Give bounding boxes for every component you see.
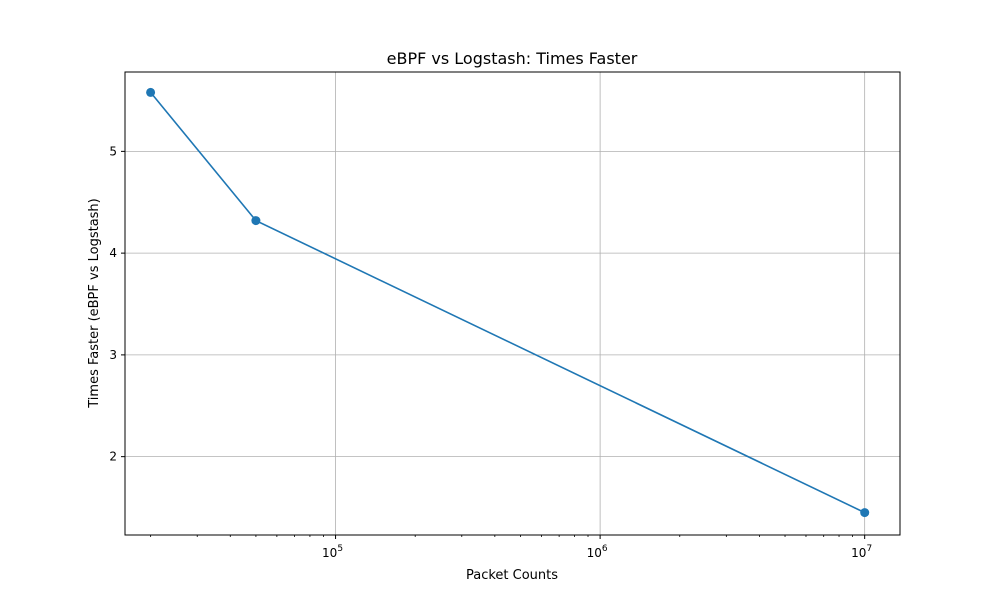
x-tick-label: 105 <box>322 544 343 560</box>
x-axis-label: Packet Counts <box>466 568 558 583</box>
data-point <box>146 87 156 97</box>
y-tick-label: 4 <box>109 246 117 260</box>
x-tick-label: 107 <box>851 544 872 560</box>
chart-title: eBPF vs Logstash: Times Faster <box>387 49 638 68</box>
y-tick-label: 5 <box>109 144 117 158</box>
series-layer <box>146 87 870 518</box>
series-line <box>149 91 866 514</box>
y-tick-label: 2 <box>109 450 117 464</box>
x-tick-label: 106 <box>587 544 608 560</box>
axis-ticks: 105 106 107 2 3 4 5 <box>109 144 872 560</box>
y-tick-label: 3 <box>109 348 117 362</box>
data-point <box>860 508 870 518</box>
data-point <box>251 216 261 226</box>
y-axis-label: Times Faster (eBPF vs Logstash) <box>87 198 102 409</box>
grid-lines <box>125 72 900 535</box>
plot-frame <box>124 71 901 536</box>
